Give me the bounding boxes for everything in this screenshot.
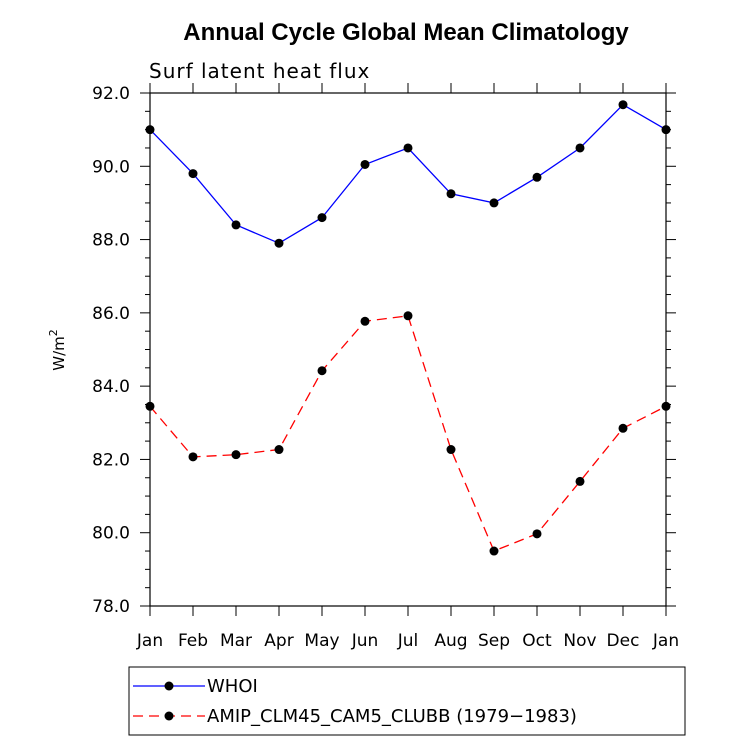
x-tick-label: Dec	[607, 631, 640, 651]
data-point-series-1	[661, 401, 671, 411]
data-point-series-0	[575, 143, 585, 153]
chart-title: Annual Cycle Global Mean Climatology	[183, 19, 629, 46]
data-point-series-1	[575, 476, 585, 486]
y-tick-label: 78.0	[92, 597, 130, 617]
data-point-series-1	[188, 452, 198, 462]
series-line-0	[149, 103, 667, 244]
x-tick-label: Apr	[264, 631, 293, 651]
data-point-series-1	[145, 401, 155, 411]
x-tick-label: May	[304, 631, 339, 651]
data-point-series-0	[661, 125, 671, 135]
data-point-series-1	[317, 366, 327, 376]
x-axis: Jan Feb Mar Apr May Jun Jul Aug Sep Oct Nov Dec Jan	[136, 83, 679, 651]
data-point-series-0	[188, 169, 198, 179]
data-point-series-0	[360, 159, 370, 169]
legend-label-1: AMIP_CLM45_CAM5_CLUBB (1979−1983)	[207, 706, 577, 727]
y-tick-label: 80.0	[92, 524, 130, 544]
data-point-series-0	[618, 100, 628, 110]
plot-frame	[149, 92, 667, 607]
series-layer	[145, 100, 671, 556]
x-tick-label: Nov	[563, 631, 596, 651]
data-point-series-0	[532, 172, 542, 182]
data-point-series-1	[274, 445, 284, 455]
data-point-series-1	[618, 423, 628, 433]
data-point-series-1	[360, 316, 370, 326]
x-tick-label: Mar	[220, 631, 252, 651]
legend-marker-0	[164, 681, 174, 691]
data-point-series-0	[231, 220, 241, 230]
x-tick-label: Feb	[178, 631, 208, 651]
chart-subtitle: Surf latent heat flux	[149, 59, 370, 83]
legend: WHOI AMIP_CLM45_CAM5_CLUBB (1979−1983)	[133, 676, 577, 727]
data-point-series-0	[489, 198, 499, 208]
x-tick-label: Jun	[351, 631, 379, 651]
x-tick-label: Jan	[652, 631, 679, 651]
x-tick-label: Jan	[136, 631, 163, 651]
y-axis-label-text: W/m	[50, 336, 68, 371]
series-line-1	[149, 315, 667, 552]
data-point-series-1	[403, 311, 413, 321]
data-point-series-0	[403, 143, 413, 153]
y-tick-label: 92.0	[92, 84, 130, 104]
data-point-series-0	[145, 125, 155, 135]
data-point-series-0	[274, 238, 284, 248]
y-tick-label: 90.0	[92, 157, 130, 177]
y-tick-label: 82.0	[92, 450, 130, 470]
x-tick-label: Oct	[522, 631, 552, 651]
data-point-series-1	[231, 450, 241, 460]
x-tick-label: Sep	[478, 631, 510, 651]
y-axis-label-sup: 2	[47, 329, 60, 336]
y-tick-label: 84.0	[92, 377, 130, 397]
x-tick-label: Jul	[397, 631, 419, 651]
data-point-series-1	[446, 445, 456, 455]
data-point-series-0	[446, 189, 456, 199]
data-point-series-1	[489, 546, 499, 556]
y-axis-label: W/m2	[47, 329, 68, 371]
legend-label-0: WHOI	[207, 676, 258, 697]
data-point-series-0	[317, 213, 327, 223]
y-axis: 78.0 80.0 82.0 84.0 86.0 88.0 90.0 92.0	[92, 84, 676, 617]
legend-box	[128, 666, 686, 736]
x-tick-label: Aug	[434, 631, 467, 651]
legend-marker-1	[164, 711, 174, 721]
y-tick-label: 88.0	[92, 231, 130, 251]
y-tick-label: 86.0	[92, 304, 130, 324]
data-point-series-1	[532, 529, 542, 539]
